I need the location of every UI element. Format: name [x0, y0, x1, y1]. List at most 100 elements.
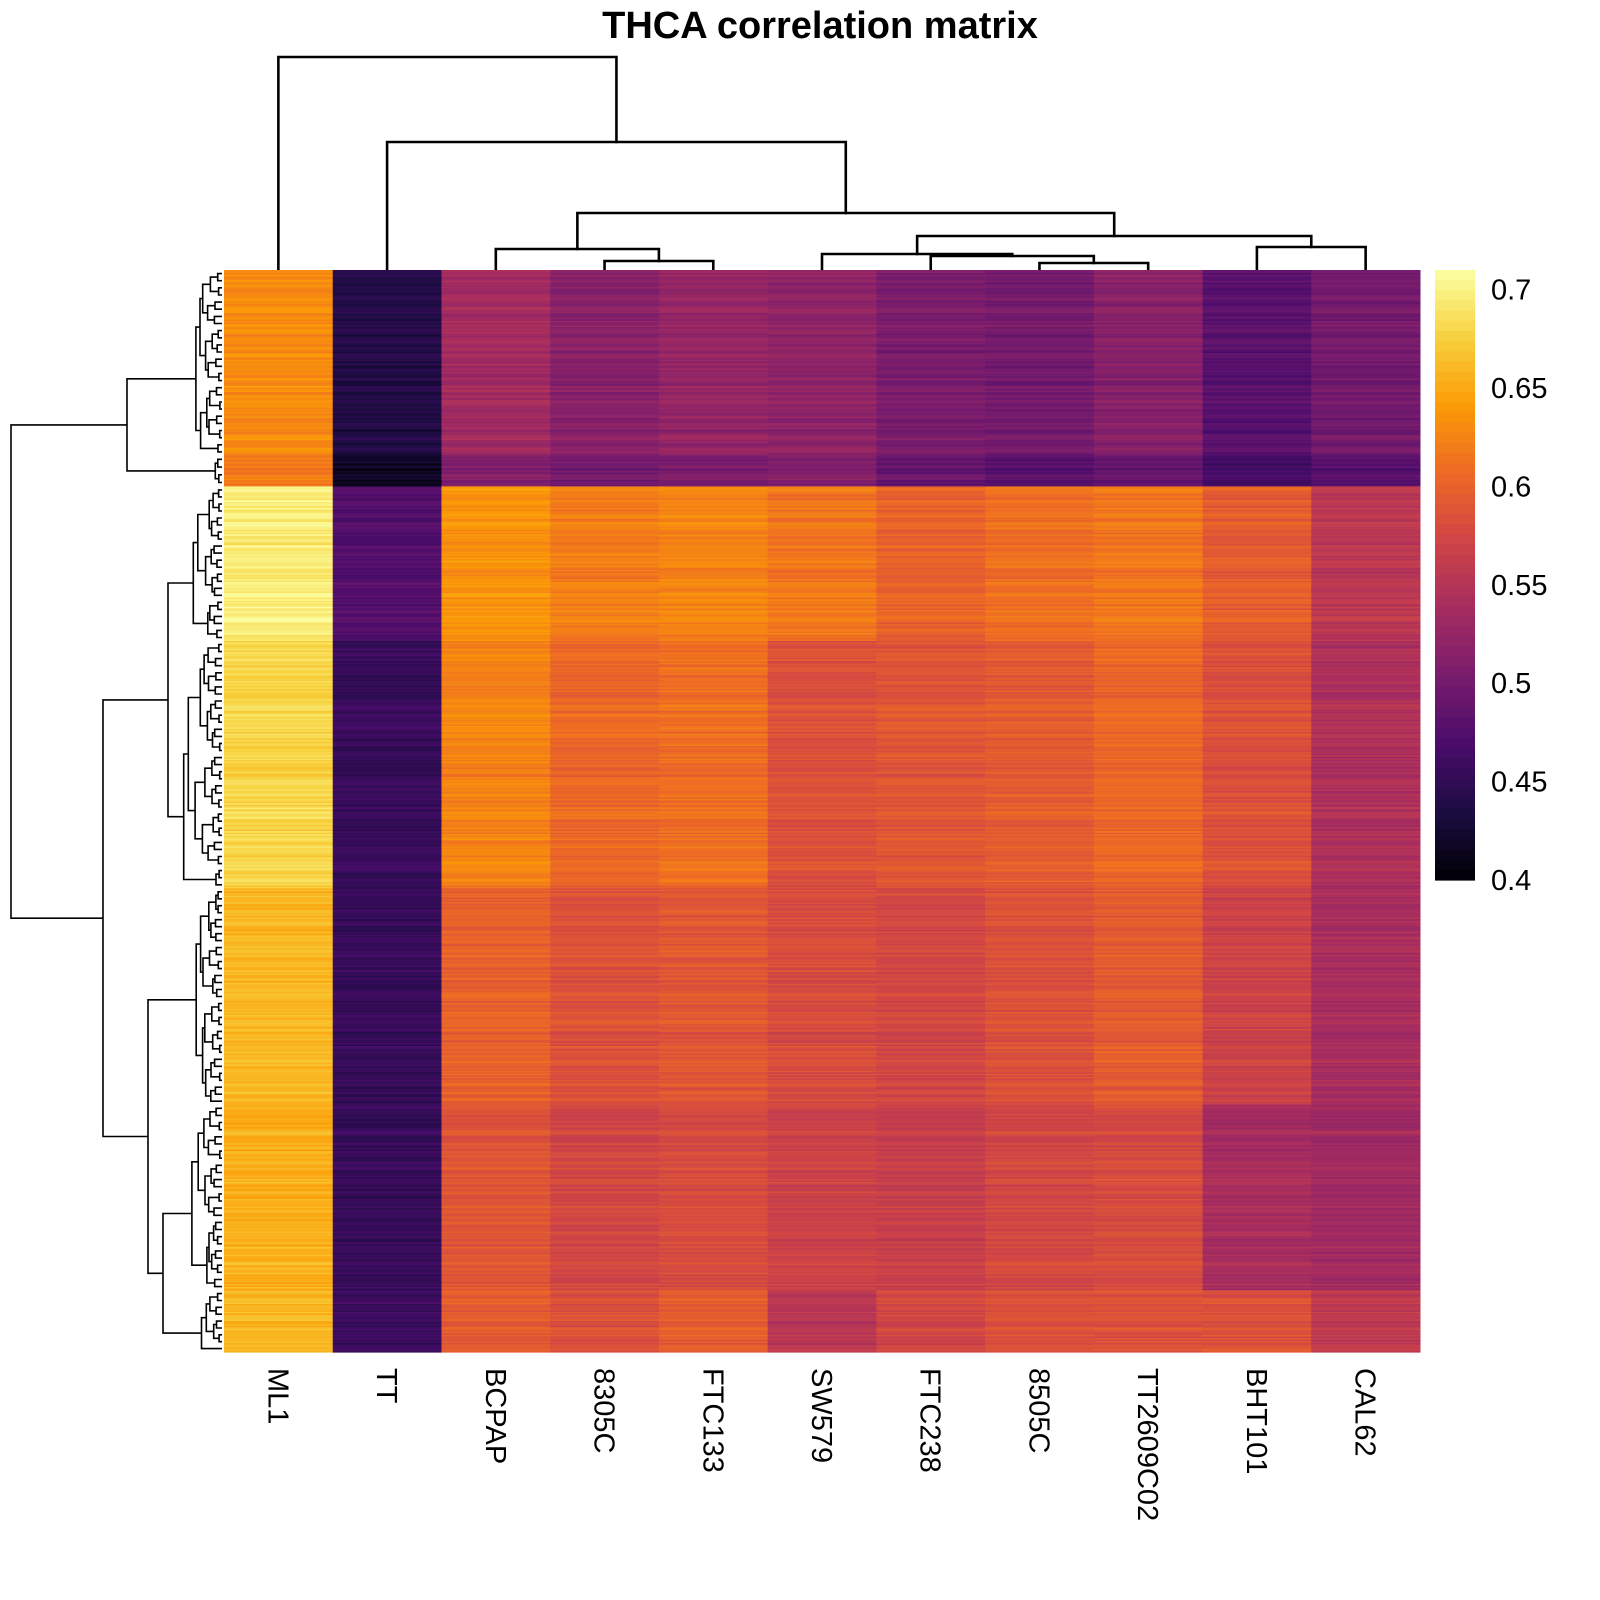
heatmap-cell: [1093, 886, 1204, 889]
heatmap-cell: [224, 535, 334, 539]
heatmap-cell: [1311, 277, 1421, 280]
heatmap-cell: [224, 752, 334, 755]
heatmap-cell: [332, 566, 442, 569]
heatmap-cell: [985, 342, 1095, 345]
heatmap-cell: [1093, 812, 1204, 815]
heatmap-cell: [1202, 285, 1312, 288]
heatmap-cell: [767, 514, 877, 517]
heatmap-cell: [550, 307, 660, 310]
heatmap-cell: [1093, 542, 1204, 545]
heatmap-cell: [658, 664, 769, 667]
heatmap-cell: [658, 305, 769, 308]
heatmap-cell: [224, 560, 334, 563]
heatmap-cell: [1311, 710, 1421, 713]
heatmap-cell: [332, 732, 442, 735]
heatmap-cell: [1311, 812, 1421, 815]
heatmap-cell: [767, 579, 877, 582]
heatmap-cell: [767, 616, 877, 619]
heatmap-cell: [658, 730, 769, 733]
heatmap-cell: [876, 925, 986, 928]
heatmap-cell: [985, 778, 1095, 781]
heatmap-cell: [332, 389, 442, 392]
heatmap-cell: [332, 863, 442, 866]
heatmap-cell: [550, 874, 660, 877]
heatmap-cell: [658, 563, 769, 566]
heatmap-cell: [876, 644, 986, 647]
heatmap-cell: [441, 512, 551, 515]
heatmap-cell: [1202, 761, 1312, 764]
heatmap-cell: [1093, 661, 1204, 664]
heatmap-cell: [767, 880, 877, 883]
heatmap-cell: [441, 433, 551, 436]
heatmap-cell: [441, 331, 551, 334]
heatmap-cell: [550, 552, 660, 556]
heatmap-cell: [1202, 781, 1312, 784]
heatmap-cell: [441, 548, 551, 551]
heatmap-cell: [1202, 919, 1312, 922]
heatmap-cell: [332, 429, 442, 432]
heatmap-cell: [1093, 396, 1204, 399]
heatmap-cell: [224, 608, 334, 611]
heatmap-cell: [1202, 637, 1312, 641]
heatmap-cell: [1202, 640, 1312, 644]
heatmap-cell: [985, 642, 1095, 645]
heatmap-cell: [985, 841, 1095, 845]
heatmap-cell: [658, 359, 769, 362]
heatmap-cell: [224, 899, 334, 902]
heatmap-cell: [985, 730, 1095, 733]
heatmap-cell: [658, 415, 769, 418]
heatmap-cell: [1202, 608, 1312, 611]
heatmap-cell: [767, 302, 877, 305]
dendrogram-link: [213, 615, 222, 625]
heatmap-cell: [224, 622, 334, 625]
heatmap-cell: [1202, 491, 1312, 494]
heatmap-cell: [332, 620, 442, 624]
heatmap-cell: [1202, 730, 1312, 733]
heatmap-cell: [332, 447, 442, 450]
heatmap-cell: [224, 385, 334, 389]
heatmap-cell: [1093, 610, 1204, 613]
heatmap-cell: [332, 334, 442, 338]
heatmap-cell: [767, 509, 877, 512]
heatmap-cell: [441, 684, 551, 687]
heatmap-cell: [332, 662, 442, 665]
heatmap-cell: [1093, 423, 1204, 426]
heatmap-cell: [1093, 560, 1204, 563]
heatmap-cell: [441, 549, 551, 552]
heatmap-cell: [1311, 559, 1421, 562]
heatmap-cell: [224, 317, 334, 321]
heatmap-cell: [332, 395, 442, 398]
heatmap-cell: [985, 891, 1095, 894]
heatmap-cell: [1202, 724, 1312, 727]
heatmap-cell: [332, 673, 442, 676]
heatmap-cell: [550, 336, 660, 339]
heatmap-cell: [658, 933, 769, 936]
heatmap-cell: [550, 942, 660, 945]
heatmap-cell: [658, 406, 769, 409]
heatmap-cell: [1311, 427, 1421, 430]
heatmap-cell: [1093, 552, 1204, 556]
heatmap-cell: [985, 613, 1095, 616]
heatmap-cell: [550, 931, 660, 934]
dendrogram-link: [216, 1235, 222, 1245]
heatmap-cell: [985, 514, 1095, 517]
heatmap-cell: [1093, 475, 1204, 478]
heatmap-cell: [550, 854, 660, 857]
heatmap-cell: [1202, 606, 1312, 610]
heatmap-cell: [1311, 648, 1421, 651]
heatmap-cell: [1311, 704, 1421, 707]
heatmap-cell: [1093, 351, 1204, 355]
heatmap-cell: [550, 342, 660, 345]
heatmap-cell: [985, 542, 1095, 545]
heatmap-cell: [441, 761, 551, 764]
heatmap-cell: [876, 831, 986, 834]
heatmap-cell: [1202, 619, 1312, 622]
heatmap-cell: [224, 716, 334, 719]
heatmap-cell: [985, 452, 1095, 455]
heatmap-cell: [767, 599, 877, 602]
heatmap-cell: [658, 562, 769, 565]
heatmap-cell: [767, 525, 877, 528]
heatmap-cell: [658, 426, 769, 429]
heatmap-cell: [985, 698, 1095, 701]
heatmap-cell: [985, 336, 1095, 339]
